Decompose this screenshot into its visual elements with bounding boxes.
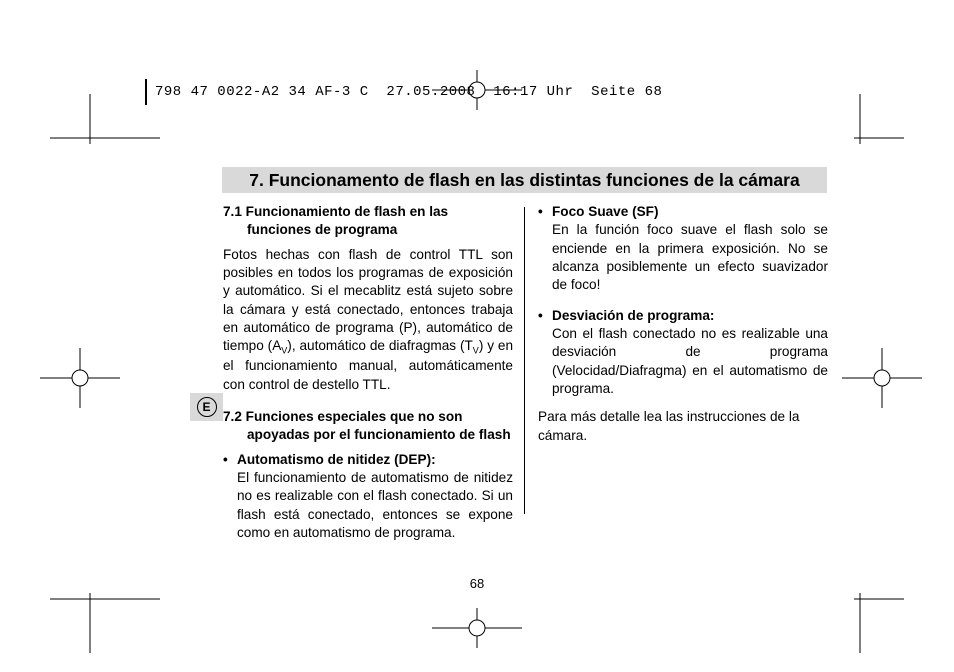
regmark-top-left (50, 94, 160, 144)
regmark-top-right (854, 94, 904, 144)
bullet-list-right: Foco Suave (SF) En la función foco suave… (538, 203, 828, 398)
bullet-dep-body: El funcionamiento de automatismo de niti… (237, 469, 513, 542)
bullet-sf: Foco Suave (SF) En la función foco suave… (552, 203, 828, 295)
right-column: Foco Suave (SF) En la función foco suave… (538, 203, 828, 455)
heading-7-2: 7.2 Funciones especiales que no son apoy… (223, 408, 513, 445)
bullet-list-left: Automatismo de nitidez (DEP): El funcion… (223, 451, 513, 543)
section-title: 7. Funcionamento de flash en las distint… (249, 170, 799, 191)
regmark-right-mid (842, 348, 922, 408)
section-title-band: 7. Funcionamento de flash en las distint… (222, 167, 827, 193)
regmark-bottom-left (50, 593, 160, 653)
language-tab: E (190, 393, 223, 421)
bullet-dev-title: Desviación de programa: (552, 307, 828, 325)
bullet-sf-body: En la función foco suave el flash solo s… (552, 221, 828, 294)
heading-7-1: 7.1 Funcionamiento de flash en las funci… (223, 203, 513, 240)
print-job-header: 798 47 0022-A2 34 AF-3 C 27.05.2008 16:1… (145, 79, 705, 105)
language-code: E (197, 397, 217, 417)
regmark-bottom-right (854, 593, 904, 653)
left-column: 7.1 Funcionamiento de flash en las funci… (223, 203, 513, 552)
regmark-bottom-mid (432, 608, 522, 648)
page-number: 68 (0, 576, 954, 591)
column-divider (524, 207, 525, 514)
page-root: 798 47 0022-A2 34 AF-3 C 27.05.2008 16:1… (0, 0, 954, 672)
para-7-1: Fotos hechas con flash de control TTL so… (223, 246, 513, 394)
regmark-left-mid (40, 348, 120, 408)
para-footer: Para más detalle lea las instrucciones d… (538, 408, 828, 445)
bullet-dev-body: Con el flash conectado no es realizable … (552, 325, 828, 398)
bullet-dev: Desviación de programa: Con el flash con… (552, 307, 828, 399)
bullet-dep-title: Automatismo de nitidez (DEP): (237, 451, 513, 469)
bullet-sf-title: Foco Suave (SF) (552, 203, 828, 221)
bullet-dep: Automatismo de nitidez (DEP): El funcion… (237, 451, 513, 543)
print-job-text: 798 47 0022-A2 34 AF-3 C 27.05.2008 16:1… (145, 84, 662, 100)
